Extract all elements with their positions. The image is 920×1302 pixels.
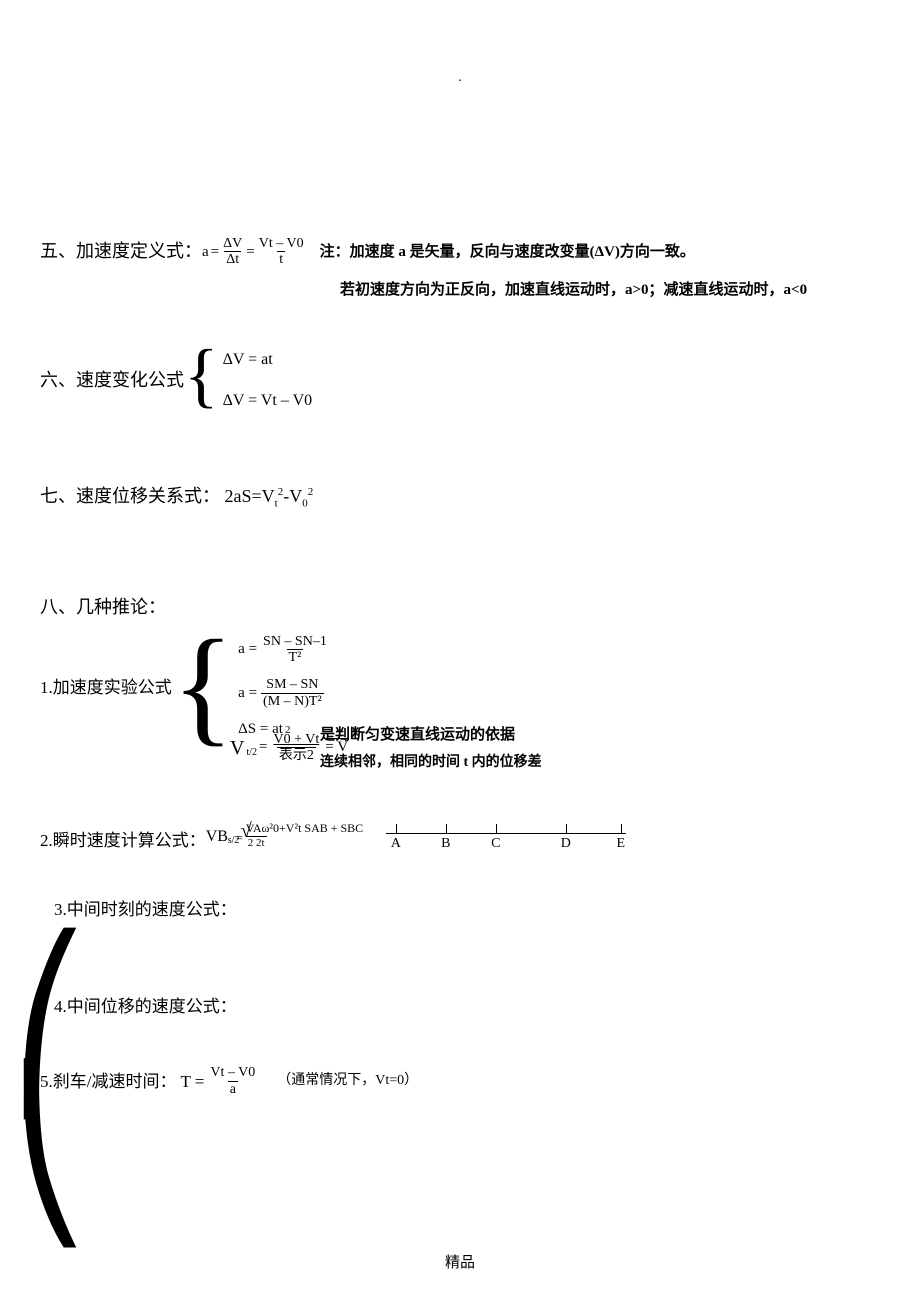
footer-text: 精品 — [0, 1251, 920, 1272]
tick-d — [566, 824, 568, 834]
sec7-label: 七、速度位移关系式： — [40, 486, 220, 506]
sec8-eq1-num: SN – SN–1 — [261, 634, 329, 649]
sec6-eq2: ΔV = Vt – V0 — [223, 388, 313, 414]
left-brace-icon: ⎛⎝ — [10, 960, 90, 1220]
brace3-icon: { — [172, 626, 234, 746]
brace-icon: { — [184, 339, 219, 422]
sec5-frac1-den: Δt — [224, 251, 241, 267]
sec5-frac1-num: ΔV — [221, 236, 244, 251]
sec7-zero: 0 — [302, 498, 308, 510]
m-vb: VB — [206, 828, 228, 846]
sec8-eq2-a: a = — [238, 685, 257, 702]
sec8-eq1-a: a = — [238, 641, 257, 658]
section-8-title: 八、几种推论： — [40, 593, 880, 622]
overlay-text3: 连续相邻，相同的时间 t 内的位移差 — [320, 754, 880, 772]
timeline-axis — [386, 833, 626, 834]
sec7-t: t — [275, 498, 278, 510]
timeline-diagram: A B C D E — [386, 824, 626, 854]
overlay-eq: = — [259, 738, 267, 758]
sec8-5-T: T = — [180, 1068, 204, 1095]
lbl-d: D — [561, 836, 571, 852]
sec8-5-den: a — [228, 1081, 238, 1097]
sec8-5-note: （通常情况下，Vt=0） — [277, 1070, 418, 1092]
sec8-eq2-num: SM – SN — [264, 677, 320, 692]
lbl-c: C — [491, 836, 500, 852]
overlay-den: 表示2 — [277, 747, 316, 763]
tick-b — [446, 824, 448, 834]
sec5-a: a — [202, 240, 209, 264]
sec8-1-label: 1.加速度实验公式 — [40, 673, 172, 698]
overlay-sub: t/2 — [246, 746, 257, 759]
section-5: 五、加速度定义式： a = ΔV Δt = Vt – V0 t 注：加速度 a … — [40, 236, 880, 268]
sec5-frac2: Vt – V0 t — [257, 236, 306, 268]
sec8-eq2-den: (M – N)T² — [261, 693, 324, 709]
sec8-2-formula: VB s/2 = √ VAω²0+V²t SAB + SBC 2 2t — [206, 822, 366, 856]
sec8-5-num: Vt – V0 — [208, 1065, 257, 1080]
header-dot: . — [40, 70, 880, 86]
section-8-3: 3.中间时刻的速度公式： — [54, 896, 880, 923]
sec8-2-label: 2.瞬时速度计算公式： — [40, 826, 206, 851]
lbl-a: A — [391, 836, 401, 852]
sec5-note: 注：加速度 a 是矢量，反向与速度改变量(ΔV)方向一致。 — [320, 240, 695, 264]
tick-e — [621, 824, 623, 834]
sec7-sq2: 2 — [308, 486, 314, 498]
overlay-V: V — [230, 735, 244, 761]
tick-c — [496, 824, 498, 834]
sec8-eq1-den: T² — [287, 649, 304, 665]
overlay-block: 是判断匀变速直线运动的依据 V t/2 = V0 + Vt 表示2 = V̄ 连… — [230, 732, 880, 772]
section-7: 七、速度位移关系式： 2aS=Vt2-V02 — [40, 482, 880, 513]
sec5-frac2-den: t — [277, 251, 285, 267]
sec5-note2: 若初速度方向为正反向，加速直线运动时，a>0；减速直线运动时，a<0 — [340, 278, 880, 299]
sec5-frac2-num: Vt – V0 — [257, 236, 306, 251]
lbl-b: B — [441, 836, 450, 852]
section-8-4: 4.中间位移的速度公式： — [54, 993, 880, 1020]
m-num: VAω²0+V²t SAB + SBC — [246, 822, 363, 834]
overlay-num: V0 + Vt — [271, 732, 321, 747]
tick-a — [396, 824, 398, 834]
sec6-label: 六、速度变化公式 — [40, 366, 184, 395]
sec5-frac1: ΔV Δt — [221, 236, 244, 268]
sec6-eq1: ΔV = at — [223, 347, 313, 373]
sec5-label: 五、加速度定义式： — [40, 237, 202, 266]
lbl-e: E — [616, 836, 625, 852]
sec5-eq2: = — [246, 240, 254, 264]
sec7-eq: 2aS=V — [225, 486, 275, 506]
m-den: 2 2t — [246, 836, 267, 849]
section-6: 六、速度变化公式 { ΔV = at ΔV = Vt – V0 — [40, 339, 880, 422]
sec7-minus: -V — [283, 486, 302, 506]
section-8-5: 5.刹车/减速时间： T = Vt – V0 a （通常情况下，Vt=0） — [40, 1065, 880, 1097]
overlay-text1: 是判断匀变速直线运动的依据 — [320, 726, 515, 746]
sec5-eq1: = — [211, 240, 219, 264]
section-8-2: 2.瞬时速度计算公式： VB s/2 = √ VAω²0+V²t SAB + S… — [40, 822, 880, 856]
